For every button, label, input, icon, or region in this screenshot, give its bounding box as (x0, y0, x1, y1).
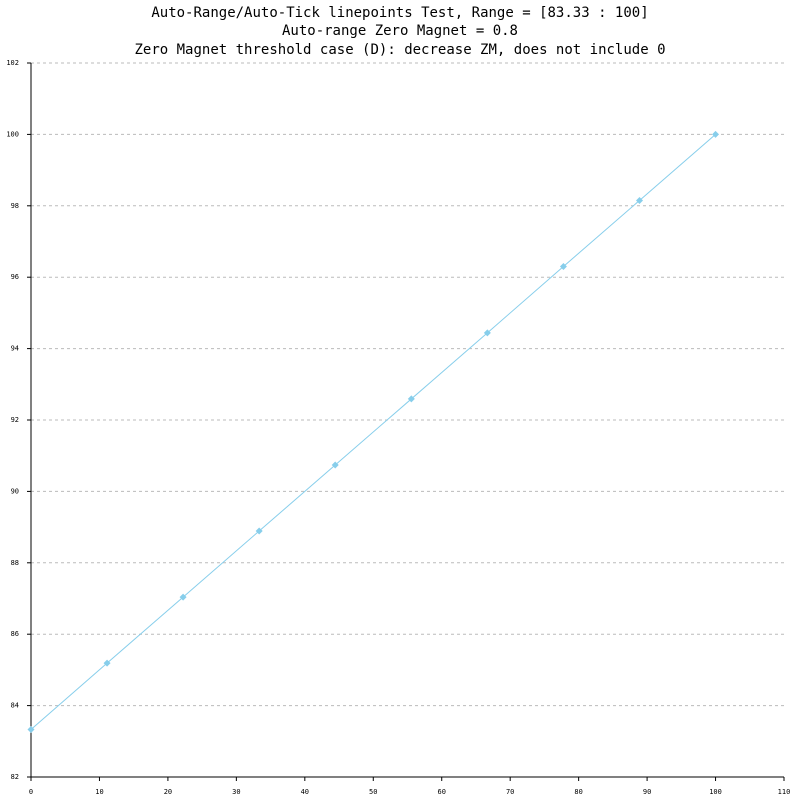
x-tick-label: 90 (643, 788, 651, 796)
y-tick-label: 84 (11, 702, 19, 710)
y-tick-label: 100 (6, 130, 19, 138)
chart-subtitle: Auto-range Zero Magnet = 0.8 (282, 23, 518, 39)
x-tick-label: 0 (29, 788, 33, 796)
y-tick-label: 92 (11, 416, 19, 424)
x-tick-label: 70 (506, 788, 514, 796)
x-tick-label: 40 (301, 788, 309, 796)
y-tick-label: 96 (11, 273, 19, 281)
data-point (255, 527, 263, 535)
data-point (483, 329, 491, 337)
data-point (331, 461, 339, 469)
data-point (407, 395, 415, 403)
data-point (103, 659, 111, 667)
data-point (559, 262, 567, 270)
x-tick-label: 110 (778, 788, 791, 796)
data-point (712, 130, 720, 138)
data-point (179, 593, 187, 601)
y-tick-label: 102 (6, 59, 19, 67)
y-tick-label: 88 (11, 559, 19, 567)
y-tick-label: 94 (11, 345, 19, 353)
x-tick-label: 60 (438, 788, 446, 796)
data-point (27, 726, 35, 734)
x-tick-label: 20 (164, 788, 172, 796)
x-tick-label: 100 (709, 788, 722, 796)
y-tick-label: 90 (11, 487, 19, 495)
y-tick-label: 98 (11, 202, 19, 210)
data-line (30, 134, 716, 730)
x-tick-label: 50 (369, 788, 377, 796)
chart-title: Auto-Range/Auto-Tick linepoints Test, Ra… (151, 5, 648, 21)
chart-subtitle: Zero Magnet threshold case (D): decrease… (134, 42, 665, 58)
data-point (635, 196, 643, 204)
x-tick-label: 10 (95, 788, 103, 796)
x-tick-label: 80 (574, 788, 582, 796)
y-tick-label: 82 (11, 773, 19, 781)
x-tick-label: 30 (232, 788, 240, 796)
y-tick-label: 86 (11, 630, 19, 638)
